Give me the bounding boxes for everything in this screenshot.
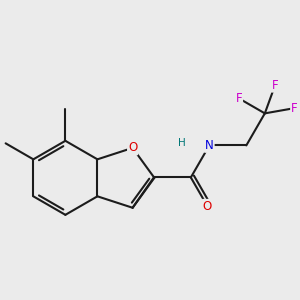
Text: O: O [128,141,137,154]
Text: H: H [178,138,185,148]
Text: N: N [205,139,214,152]
Text: F: F [272,79,278,92]
Text: F: F [291,102,298,115]
Text: O: O [203,200,212,213]
Text: F: F [236,92,242,105]
